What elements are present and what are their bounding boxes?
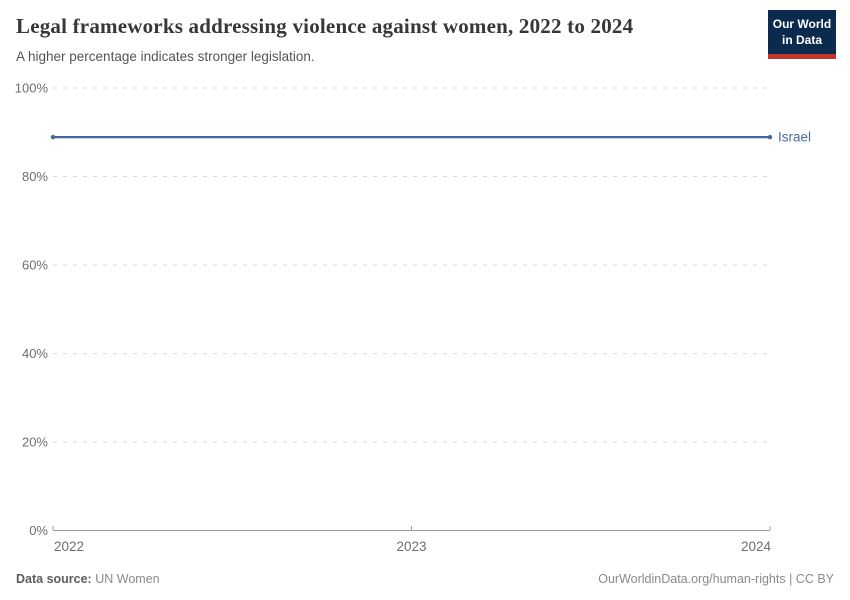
y-tick-label: 40% — [22, 346, 48, 361]
y-tick-label: 20% — [22, 435, 48, 450]
data-source: Data source: UN Women — [16, 572, 160, 586]
x-tick-label: 2024 — [741, 539, 772, 554]
series-end-marker — [767, 134, 773, 140]
y-tick-label: 80% — [22, 169, 48, 184]
y-tick-label: 0% — [29, 523, 48, 538]
data-source-label: Data source: — [16, 572, 92, 586]
x-tick-label: 2022 — [54, 539, 84, 554]
data-source-value: UN Women — [95, 572, 160, 586]
x-tick-label: 2023 — [396, 539, 426, 554]
y-tick-label: 60% — [22, 258, 48, 273]
series-start-marker — [50, 134, 56, 140]
chart-subtitle: A higher percentage indicates stronger l… — [16, 49, 315, 64]
page-title: Legal frameworks addressing violence aga… — [16, 14, 634, 38]
series-label-israel[interactable]: Israel — [778, 130, 811, 145]
y-tick-label: 100% — [15, 81, 49, 96]
credit-link[interactable]: OurWorldinData.org/human-rights | CC BY — [598, 572, 834, 586]
